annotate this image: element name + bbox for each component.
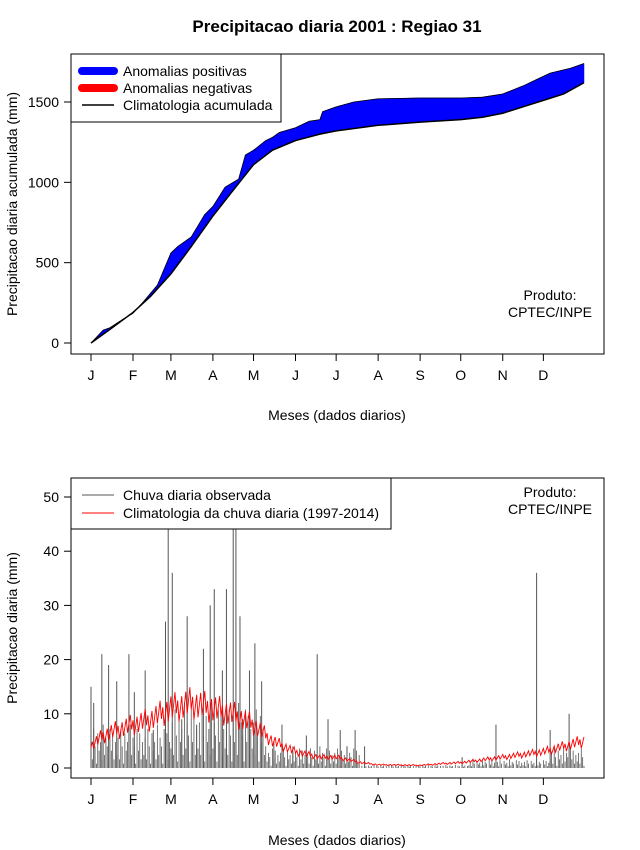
x-tick-label: S xyxy=(415,367,424,383)
x-tick-label: A xyxy=(373,367,383,383)
x-tick-label: O xyxy=(455,367,466,383)
top-annotation-line2: CPTEC/INPE xyxy=(508,304,592,320)
top-annotation-line1: Produto: xyxy=(524,287,577,303)
x-tick-label: N xyxy=(498,367,508,383)
y-tick-label: 1000 xyxy=(28,174,59,190)
top-x-axis-label: Meses (dados diarios) xyxy=(268,407,406,423)
climatology-daily-line xyxy=(90,687,585,767)
x-tick-label: D xyxy=(538,367,548,383)
daily-precipitation-panel: 0 10 20 30 40 50 J F M A M J J A S O N D Meses (dados di… xyxy=(4,477,605,848)
x-tick-label: F xyxy=(129,367,138,383)
x-tick-label: F xyxy=(129,791,138,807)
observed-cumulative-line xyxy=(90,63,585,344)
top-y-ticks: 0 500 1000 1500 xyxy=(28,94,72,351)
x-tick-label: A xyxy=(208,367,218,383)
legend-label-observed: Chuva diaria observada xyxy=(123,487,271,503)
y-tick-label: 500 xyxy=(36,255,60,271)
x-tick-label: J xyxy=(333,367,340,383)
bottom-annotation-line2: CPTEC/INPE xyxy=(508,501,592,517)
x-tick-label: J xyxy=(292,367,299,383)
legend-label-climatology: Climatologia acumulada xyxy=(123,97,273,113)
x-tick-label: J xyxy=(88,367,95,383)
y-tick-label: 50 xyxy=(43,489,59,505)
bottom-annotation-line1: Produto: xyxy=(524,484,577,500)
bottom-legend-box xyxy=(70,477,392,530)
x-tick-label: M xyxy=(165,367,177,383)
y-tick-label: 20 xyxy=(43,652,59,668)
x-tick-label: M xyxy=(248,791,260,807)
y-tick-label: 1500 xyxy=(28,94,59,110)
y-tick-label: 0 xyxy=(51,760,59,776)
x-tick-label: M xyxy=(165,791,177,807)
chart-title: Precipitacao diaria 2001 : Regiao 31 xyxy=(192,17,481,36)
x-tick-label: J xyxy=(88,791,95,807)
x-tick-label: D xyxy=(538,791,548,807)
x-tick-label: S xyxy=(415,791,424,807)
y-tick-label: 30 xyxy=(43,597,59,613)
legend-label-positive: Anomalias positivas xyxy=(123,63,247,79)
bottom-y-axis-label: Precipitacao diaria (mm) xyxy=(4,552,20,704)
y-tick-label: 40 xyxy=(43,543,59,559)
bottom-marks xyxy=(90,529,585,768)
legend-label-negative: Anomalias negativas xyxy=(123,80,252,96)
y-tick-label: 0 xyxy=(51,335,59,351)
legend-label-climatology-daily: Climatologia da chuva diaria (1997-2014) xyxy=(123,505,379,521)
bottom-y-ticks: 0 10 20 30 40 50 xyxy=(43,489,72,776)
x-tick-label: A xyxy=(373,791,383,807)
top-legend: Anomalias positivas Anomalias negativas … xyxy=(70,53,282,123)
top-y-axis-label: Precipitacao diaria acumulada (mm) xyxy=(4,92,20,316)
x-tick-label: N xyxy=(498,791,508,807)
top-marks xyxy=(90,63,585,344)
x-tick-label: J xyxy=(333,791,340,807)
bottom-legend: Chuva diaria observada Climatologia da c… xyxy=(70,477,392,530)
x-tick-label: J xyxy=(292,791,299,807)
y-tick-label: 10 xyxy=(43,706,59,722)
x-tick-label: O xyxy=(455,791,466,807)
bottom-x-axis-label: Meses (dados diarios) xyxy=(268,832,406,848)
x-tick-label: A xyxy=(208,791,218,807)
climatology-cumulative-line xyxy=(90,82,585,344)
cumulative-precipitation-panel: 0 500 1000 1500 J F M A M J J A S O N D Meses (dados d… xyxy=(4,53,605,423)
x-tick-label: M xyxy=(248,367,260,383)
